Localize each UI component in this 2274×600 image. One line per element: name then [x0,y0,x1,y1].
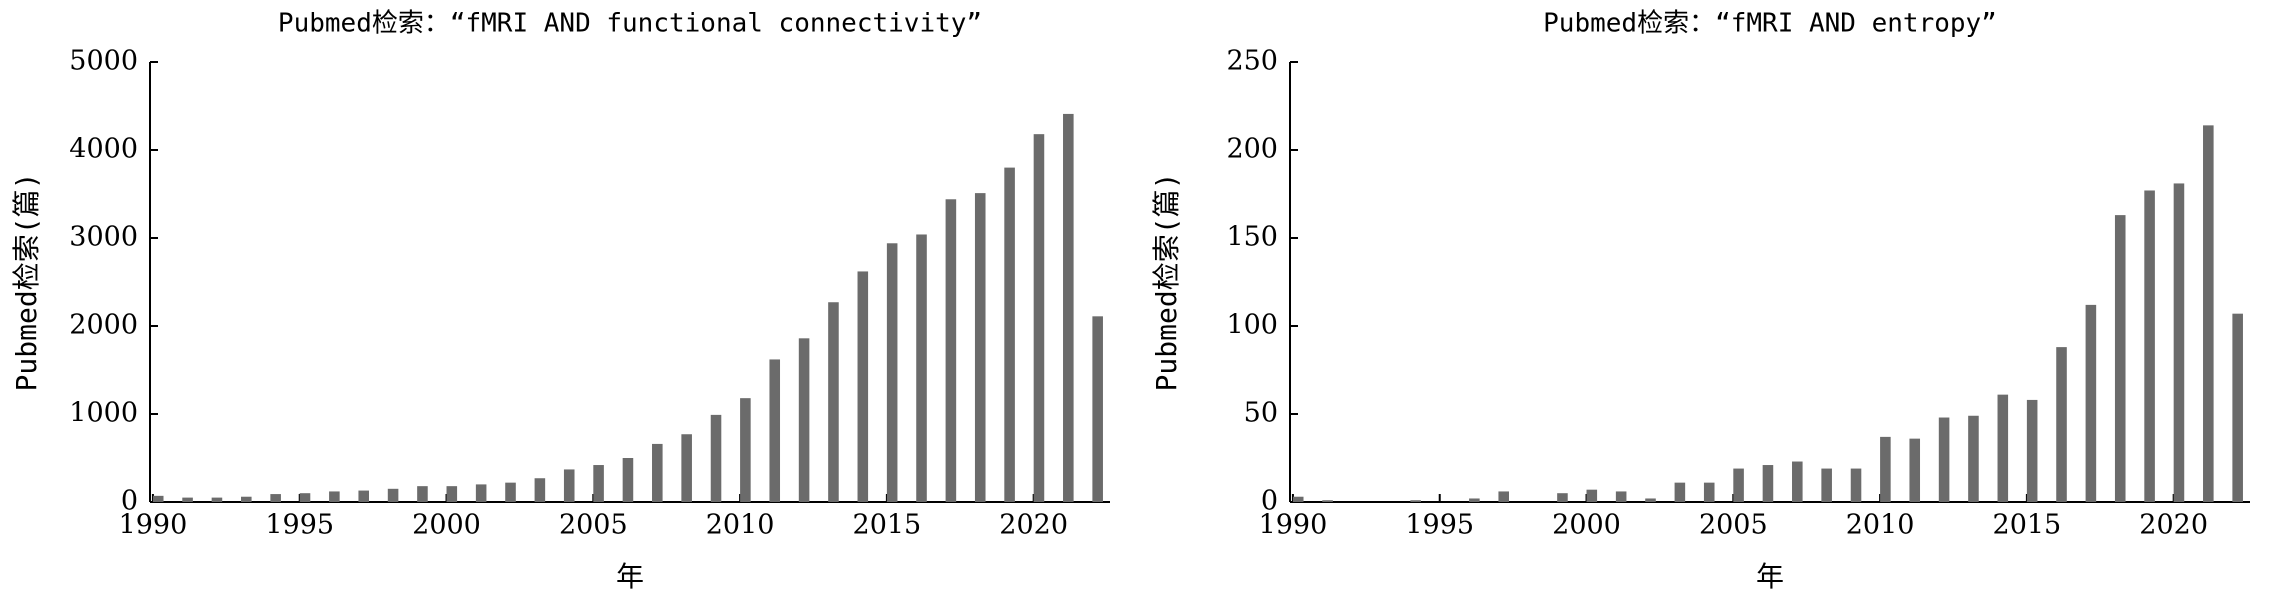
y-tick-label: 0 [1261,486,1278,517]
x-tick-label: 2000 [1552,510,1621,541]
y-tick-label: 5000 [69,46,138,77]
x-tick-label: 2020 [999,510,1068,541]
bar [916,234,927,503]
bar [1733,468,1744,502]
bar [1997,394,2009,502]
bar [1968,415,1979,502]
x-tick-label: 1990 [1259,510,1328,541]
bar [446,486,458,502]
bar [299,493,311,502]
x-tick-label: 1995 [1405,510,1474,541]
bar [652,443,663,502]
bar [1703,482,1715,502]
bar [1498,491,1510,502]
bar [1092,316,1103,502]
bar [886,243,898,502]
x-tick-label: 2005 [559,510,628,541]
bar [1909,438,1921,502]
y-tick-label: 250 [1226,46,1278,77]
y-tick-label: 100 [1226,310,1278,341]
bar [1063,113,1074,503]
bar [1033,134,1045,502]
bar [534,478,546,502]
chart-panel: Pubmed检索：“fMRI AND entropy” 年 Pubmed检索(篇) 0… [1150,9,2250,593]
bar [710,414,722,502]
bar [241,496,252,502]
bar [1792,461,1803,502]
bar [740,398,751,502]
bar [2203,125,2214,503]
bar [769,359,781,502]
bar [1586,489,1598,502]
bar [974,193,986,502]
bar [2085,304,2097,502]
x-tick-label: 1990 [119,510,188,541]
bar [945,199,957,502]
y-tick-label: 4000 [69,134,138,165]
chart-title: Pubmed检索：“fMRI AND functional connectivi… [278,9,982,39]
x-axis-label: 年 [616,560,644,593]
bar [387,488,399,502]
x-tick-label: 2015 [853,510,922,541]
chart-title: Pubmed检索：“fMRI AND entropy” [1543,9,1997,39]
x-tick-label: 1995 [265,510,334,541]
y-tick-label: 2000 [69,310,138,341]
bar [622,458,634,502]
bar [857,271,869,502]
bar [2056,347,2067,502]
bar [1469,498,1480,502]
bar [1615,491,1627,502]
y-axis-label: Pubmed检索(篇) [10,173,43,392]
bar [563,469,575,502]
bar [1762,465,1774,502]
bar [1557,493,1568,502]
bar [358,490,370,502]
bar [1645,498,1656,502]
x-tick-label: 2010 [706,510,775,541]
bar [505,482,516,502]
bar [1821,468,1832,502]
bar [417,486,428,502]
bar [1292,496,1304,502]
x-tick-label: 2005 [1699,510,1768,541]
bar [1410,500,1421,502]
bar [152,495,164,502]
bar [2144,190,2155,503]
bar [329,491,340,502]
y-tick-label: 1000 [69,398,138,429]
bar [1938,417,1950,502]
bar [798,338,810,502]
bar [1674,482,1686,502]
y-tick-label: 150 [1226,222,1278,253]
chart-panel: Pubmed检索：“fMRI AND functional connectivi… [10,9,1110,593]
x-tick-label: 2015 [1993,510,2062,541]
x-tick-label: 2020 [2139,510,2208,541]
bar [681,434,692,502]
x-axis-label: 年 [1756,560,1784,593]
y-tick-label: 0 [121,486,138,517]
x-tick-label: 2010 [1846,510,1915,541]
bar [182,497,193,502]
bar [2026,399,2038,502]
bar [475,484,487,502]
bar [1322,500,1333,502]
bar [2232,313,2243,502]
bar [1880,436,1891,502]
bar [2114,215,2126,502]
y-tick-label: 50 [1244,398,1278,429]
bar [593,465,604,502]
bar [828,302,839,502]
y-tick-label: 200 [1226,134,1278,165]
bar [1004,167,1015,502]
bar [270,494,281,502]
bar [2173,183,2185,502]
bar [1850,468,1862,502]
y-axis-label: Pubmed检索(篇) [1150,173,1183,392]
x-tick-label: 2000 [412,510,481,541]
y-tick-label: 3000 [69,222,138,253]
bar [211,497,223,502]
